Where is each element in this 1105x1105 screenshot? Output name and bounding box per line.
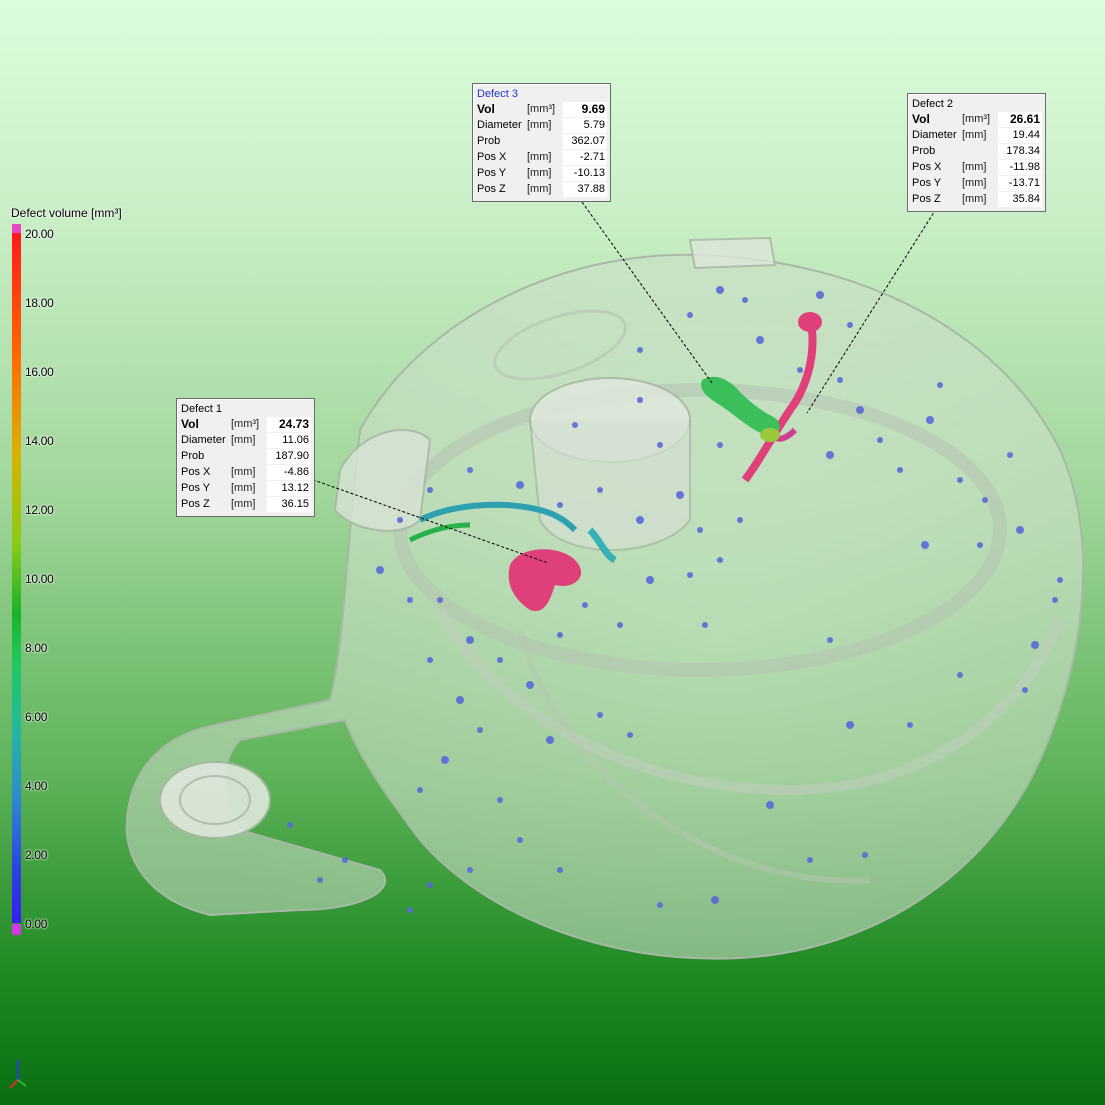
row-label: Vol (181, 417, 199, 432)
row-unit: [mm] (527, 183, 552, 195)
row-value: 24.73 (267, 417, 311, 433)
row-unit: [mm] (962, 193, 987, 205)
row-label: Pos Y (181, 482, 211, 494)
callout-title: Defect 1 (181, 403, 222, 415)
callout-table: Vol [mm³] 26.61 Diameter [mm] 19.44 Prob 178.… (911, 112, 1042, 208)
legend-tick: 20.00 (25, 227, 54, 241)
row-unit (527, 134, 563, 150)
defect-cluster-3[interactable] (701, 376, 780, 442)
row-unit: [mm] (231, 498, 256, 510)
legend-tick: 8.00 (25, 641, 48, 655)
legend-title: Defect volume [mm³] (11, 206, 122, 220)
row-label: Diameter (477, 119, 522, 131)
row-value: 362.07 (563, 133, 607, 150)
row-unit: [mm] (231, 482, 256, 494)
row-unit: [mm] (527, 151, 552, 163)
legend-tick: 14.00 (25, 434, 54, 448)
axes-triad-icon (9, 1060, 27, 1089)
row-value: -13.71 (998, 175, 1042, 192)
legend-tick: 12.00 (25, 503, 54, 517)
row-label: Pos Z (477, 183, 506, 195)
row-label: Vol (912, 112, 930, 127)
row-value: 26.61 (998, 112, 1042, 128)
row-label: Diameter (181, 434, 226, 446)
defect-cluster-1[interactable] (408, 501, 617, 611)
row-value: -4.86 (267, 464, 311, 481)
row-unit: [mm] (962, 129, 987, 141)
row-label: Pos X (912, 161, 942, 173)
row-value: 37.88 (563, 181, 607, 198)
row-unit (962, 144, 998, 160)
legend-tick: 0.00 (25, 917, 48, 931)
legend-tick: 10.00 (25, 572, 54, 586)
legend-bottom-cap (12, 924, 21, 935)
callout-table: Vol [mm³] 9.69 Diameter [mm] 5.79 Prob 362.07… (476, 102, 607, 198)
row-label: Prob (912, 145, 936, 157)
callout-title: Defect 3 (477, 88, 518, 100)
row-unit: [mm] (527, 119, 552, 131)
row-value: -11.98 (998, 159, 1042, 176)
row-label: Diameter (912, 129, 957, 141)
row-value: 187.90 (267, 448, 311, 465)
legend-tick: 18.00 (25, 296, 54, 310)
row-label: Pos Z (912, 193, 941, 205)
row-unit: [mm] (231, 466, 256, 478)
callout-leader-lines (307, 201, 937, 564)
row-label: Pos X (181, 466, 211, 478)
row-value: -10.13 (563, 165, 607, 182)
row-label: Vol (477, 102, 495, 117)
row-unit (231, 449, 267, 465)
row-label: Prob (181, 450, 205, 462)
row-label: Pos Z (181, 498, 210, 510)
row-unit: [mm³] (962, 113, 991, 126)
row-value: -2.71 (563, 149, 607, 166)
row-value: 13.12 (267, 480, 311, 497)
row-unit: [mm] (527, 167, 552, 179)
row-unit: [mm] (962, 161, 987, 173)
housing-part (125, 236, 1085, 960)
row-value: 5.79 (563, 117, 607, 134)
row-label: Pos X (477, 151, 507, 163)
legend-color-bar (12, 233, 21, 923)
defect-2-callout[interactable]: Defect 2 Vol [mm³] 26.61 Diameter [mm] 19.44… (907, 93, 1046, 212)
row-unit: [mm³] (231, 418, 260, 431)
row-unit: [mm] (962, 177, 987, 189)
row-label: Pos Y (912, 177, 942, 189)
callout-title: Defect 2 (912, 98, 953, 110)
porosity-specks (287, 286, 1063, 913)
row-value: 35.84 (998, 191, 1042, 208)
row-value: 19.44 (998, 127, 1042, 144)
row-label: Prob (477, 135, 501, 147)
legend-tick: 6.00 (25, 710, 48, 724)
color-legend: Defect volume [mm³] 20.00 18.00 16.00 14… (8, 205, 138, 940)
legend-top-cap (12, 224, 21, 234)
legend-tick: 4.00 (25, 779, 48, 793)
row-value: 178.34 (998, 143, 1042, 160)
row-unit: [mm] (231, 434, 256, 446)
legend-tick: 16.00 (25, 365, 54, 379)
row-value: 11.06 (267, 432, 311, 449)
legend-tick: 2.00 (25, 848, 48, 862)
defect-1-callout[interactable]: Defect 1 Vol [mm³] 24.73 Diameter [mm] 11.06… (176, 398, 315, 517)
row-unit: [mm³] (527, 103, 556, 116)
callout-table: Vol [mm³] 24.73 Diameter [mm] 11.06 Prob 187.… (180, 417, 311, 513)
defect-3-callout[interactable]: Defect 3 Vol [mm³] 9.69 Diameter [mm] 5.79 P… (472, 83, 611, 202)
row-label: Pos Y (477, 167, 507, 179)
row-value: 9.69 (563, 102, 607, 118)
row-value: 36.15 (267, 496, 311, 513)
